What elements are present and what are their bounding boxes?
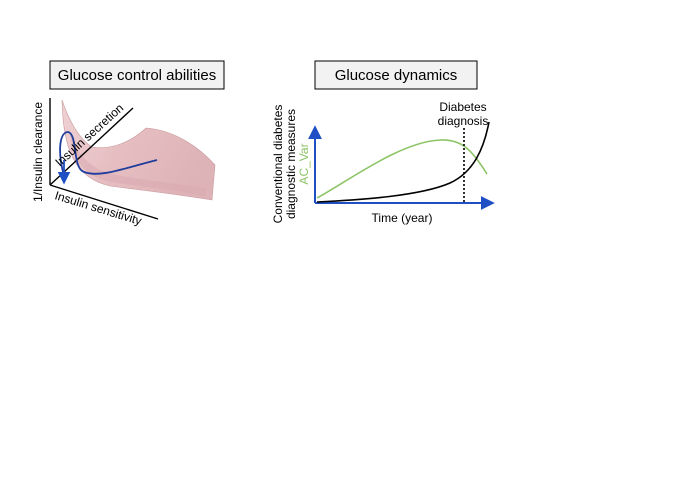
axis-horizontal-line [49, 184, 159, 220]
surface-inner-shade [70, 132, 207, 196]
left-panel-title-box [49, 60, 225, 90]
right-panel-title: Glucose dynamics [335, 67, 458, 84]
ylabel-line2: diagnostic measures [284, 109, 298, 219]
left-panel: Glucose control abilities 1/Insulin clea… [31, 60, 225, 228]
ylabel-ac-var: AC_Var [297, 143, 311, 184]
annotation-diagnosis: diagnosis [438, 114, 489, 128]
right-panel-title-box [314, 60, 478, 90]
right-panel: Glucose dynamics Conventional diabetes d… [271, 60, 495, 225]
axis-horizontal-label: Insulin sensitivity [53, 188, 143, 228]
conventional-measures-curve [316, 121, 490, 203]
axis-vertical-label: 1/Insulin clearance [31, 102, 45, 202]
xlabel: Time (year) [372, 211, 433, 225]
annotation-diabetes: Diabetes [439, 100, 486, 114]
ac-var-curve [316, 139, 488, 199]
left-panel-title: Glucose control abilities [58, 67, 216, 84]
ylabel-line1: Conventional diabetes [271, 105, 285, 224]
insulin-trajectory-curve [59, 131, 158, 177]
